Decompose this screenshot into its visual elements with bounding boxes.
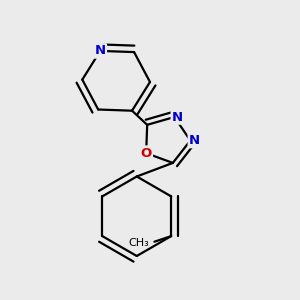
Text: N: N <box>95 44 106 57</box>
Text: N: N <box>172 110 183 124</box>
Text: O: O <box>141 147 152 160</box>
Text: N: N <box>189 134 200 147</box>
Text: CH₃: CH₃ <box>128 238 149 248</box>
